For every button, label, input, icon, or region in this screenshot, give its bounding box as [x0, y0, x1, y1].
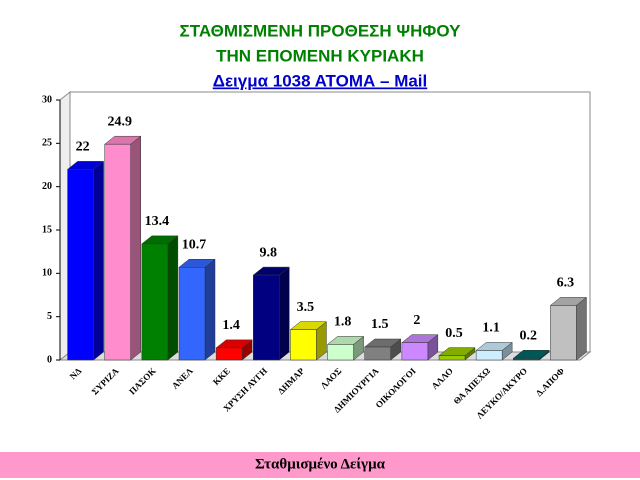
value-label: 24.9: [107, 114, 132, 129]
bar-side: [204, 258, 216, 361]
value-label: 6.3: [557, 276, 575, 291]
bar-side: [279, 266, 290, 361]
x-tick-label: ΚΚΕ: [211, 366, 232, 387]
y-tick-label: 5: [47, 311, 52, 322]
y-tick-label: 0: [47, 354, 52, 365]
value-label: 1.1: [482, 321, 500, 336]
bar-side: [130, 135, 141, 361]
x-tick-label: ΟΙΚΟΛΟΓΟΙ: [373, 365, 418, 410]
y-tick-label: 30: [42, 94, 52, 105]
chart-subtitle: ΤΗΝ ΕΠΟΜΕΝΗ ΚΥΡΙΑΚΗ: [216, 46, 424, 65]
bar: [141, 243, 169, 361]
value-label: 3.5: [297, 300, 315, 315]
y-tick-label: 10: [42, 268, 52, 279]
x-tick-label: ΛΑΟΣ: [318, 366, 343, 391]
value-label: 13.4: [145, 214, 170, 229]
bar: [438, 355, 466, 361]
footer: Σταθμισμένο Δείγμα: [255, 456, 386, 472]
y-tick-label: 20: [42, 181, 52, 192]
value-label: 1.4: [222, 318, 240, 333]
bar: [327, 344, 354, 361]
bar: [253, 274, 280, 361]
bar: [178, 267, 206, 361]
x-tick-label: ΔΗΜΑΡ: [276, 365, 307, 396]
value-label: 10.7: [182, 237, 207, 252]
bar: [215, 347, 243, 361]
value-label: 22: [76, 140, 90, 155]
bar: [401, 342, 429, 361]
bar: [364, 346, 391, 361]
y-tick-label: 15: [42, 224, 52, 235]
bar: [513, 358, 540, 361]
bar-side: [167, 235, 179, 361]
bar: [550, 305, 577, 361]
bar-side: [93, 160, 104, 361]
x-tick-label: ΑΝΕΛ: [170, 365, 195, 390]
x-tick-label: ΣΥΡΙΖΑ: [90, 365, 121, 396]
sample-note: Δειγμα 1038 ΑΤΟΜΑ – Mail: [213, 71, 428, 90]
value-label: 1.8: [334, 315, 352, 330]
x-tick-label: Δ.ΑΠΟΦ: [534, 365, 567, 398]
bar: [67, 169, 94, 361]
x-tick-label: ΑΛΛΟ: [429, 366, 454, 391]
value-label: 1.5: [371, 317, 389, 332]
value-label: 0.2: [520, 328, 538, 343]
bar-side: [576, 296, 587, 361]
x-tick-label: ΝΔ: [68, 366, 84, 382]
bar: [290, 329, 317, 361]
bar: [475, 350, 503, 361]
bar: [104, 143, 131, 361]
value-label: 0.5: [445, 326, 463, 341]
footer-band: [0, 452, 640, 478]
chart-title: ΣΤΑΘΜΙΣΜΕΝΗ ΠΡΟΘΕΣΗ ΨΗΦΟΥ: [180, 21, 462, 40]
value-label: 2: [413, 313, 420, 328]
x-tick-label: ΠΑΣΟΚ: [127, 366, 158, 397]
y-tick-label: 25: [42, 138, 52, 149]
x-tick-label: ΘΑ ΑΠΕΧΩ: [451, 366, 492, 407]
value-label: 9.8: [260, 245, 278, 260]
